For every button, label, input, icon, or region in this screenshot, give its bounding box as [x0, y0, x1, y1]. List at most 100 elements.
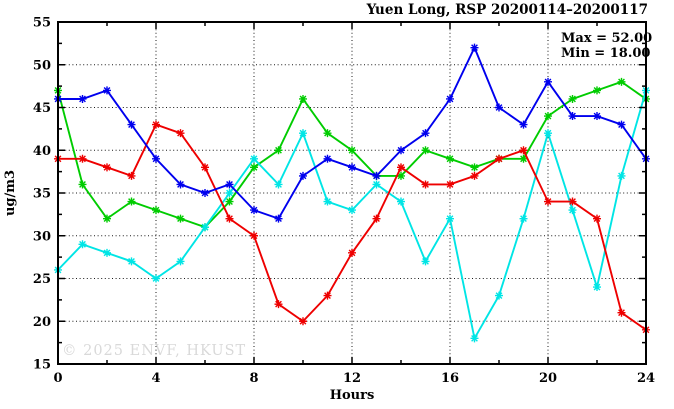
data-point-marker	[568, 206, 577, 215]
data-point-marker	[421, 180, 430, 189]
y-tick-label: 30	[33, 229, 51, 244]
data-point-marker	[544, 129, 552, 138]
series-blue-line-markers	[54, 43, 650, 223]
data-point-marker	[299, 317, 307, 326]
series-group	[54, 43, 650, 343]
data-point-marker	[446, 154, 454, 163]
data-point-marker	[225, 197, 234, 206]
series-green-line	[57, 80, 647, 229]
data-point-marker	[495, 154, 503, 163]
data-point-marker	[470, 171, 479, 180]
data-point-marker	[495, 291, 503, 300]
data-point-marker	[274, 146, 283, 155]
data-point-marker	[470, 334, 479, 343]
data-point-marker	[250, 231, 258, 240]
data-point-marker	[470, 163, 479, 172]
data-point-marker	[103, 163, 111, 172]
data-point-marker	[519, 120, 528, 129]
data-point-marker	[78, 94, 87, 103]
data-point-marker	[397, 163, 405, 172]
watermark: © 2025 ENVF, HKUST	[62, 343, 246, 359]
data-point-marker	[495, 103, 503, 112]
max-annotation: Max = 52.00	[561, 31, 652, 46]
data-point-marker	[470, 43, 479, 52]
data-point-marker	[397, 146, 405, 155]
data-point-marker	[421, 257, 430, 266]
data-point-marker	[299, 171, 307, 180]
data-point-marker	[225, 189, 234, 197]
data-point-marker	[127, 257, 136, 266]
data-point-marker	[103, 214, 111, 223]
y-tick-label: 50	[33, 58, 51, 73]
data-point-marker	[348, 248, 356, 257]
data-point-marker	[152, 274, 160, 283]
data-point-marker	[568, 197, 577, 206]
data-point-marker	[299, 129, 307, 138]
axis-tick-labels: 0 4 8 12 16 20 24 15 20 25 30 35 40 45 50 55	[33, 16, 655, 387]
data-point-marker	[348, 206, 356, 215]
axis-ticks	[57, 21, 647, 365]
data-point-marker	[176, 214, 185, 223]
data-point-marker	[176, 180, 185, 189]
data-point-marker	[78, 240, 87, 249]
y-tick-label: 55	[33, 16, 51, 31]
data-point-marker	[201, 163, 209, 172]
data-point-marker	[617, 308, 626, 317]
x-tick-label: 12	[343, 371, 361, 386]
data-point-marker	[78, 154, 87, 163]
data-point-marker	[274, 214, 283, 223]
y-tick-label: 15	[33, 358, 51, 373]
data-point-marker	[274, 180, 283, 189]
data-point-marker	[593, 86, 601, 95]
y-tick-label: 35	[33, 187, 51, 202]
data-point-marker	[446, 180, 454, 189]
data-point-marker	[519, 154, 528, 163]
data-point-marker	[544, 112, 552, 121]
data-point-marker	[348, 163, 356, 172]
data-point-marker	[593, 283, 601, 292]
data-point-marker	[348, 146, 356, 155]
data-point-marker	[372, 214, 381, 223]
series-red-line-markers	[54, 120, 650, 334]
data-point-marker	[250, 154, 258, 163]
data-point-marker	[274, 300, 283, 309]
data-point-marker	[225, 180, 234, 189]
data-point-marker	[103, 248, 111, 257]
data-point-marker	[593, 214, 601, 223]
data-point-marker	[176, 257, 185, 266]
data-point-marker	[372, 171, 381, 180]
data-point-marker	[544, 77, 552, 86]
data-point-marker	[617, 77, 626, 86]
data-point-marker	[127, 120, 136, 129]
gridlines	[58, 22, 646, 364]
data-point-marker	[568, 94, 577, 103]
data-point-marker	[127, 197, 136, 206]
x-tick-label: 16	[441, 371, 459, 386]
x-tick-label: 0	[53, 371, 62, 386]
data-point-marker	[152, 120, 160, 129]
y-tick-label: 40	[33, 144, 51, 159]
data-point-marker	[323, 154, 332, 163]
series-cyan-line	[57, 90, 647, 342]
x-tick-label: 4	[151, 371, 160, 386]
data-point-marker	[519, 146, 528, 155]
data-point-marker	[201, 223, 209, 232]
y-tick-label: 20	[33, 315, 51, 330]
data-point-marker	[323, 129, 332, 138]
data-point-marker	[127, 171, 136, 180]
data-point-marker	[103, 86, 111, 95]
data-point-marker	[152, 154, 160, 163]
data-point-marker	[176, 129, 185, 138]
y-axis-label: ug/m3	[3, 170, 18, 216]
data-point-marker	[421, 129, 430, 138]
data-point-marker	[446, 94, 454, 103]
data-point-marker	[617, 120, 626, 129]
data-point-marker	[372, 180, 381, 189]
x-axis-label: Hours	[330, 388, 375, 403]
y-tick-label: 45	[33, 101, 51, 116]
chart-title: Yuen Long, RSP 20200114–20200117	[366, 2, 648, 18]
data-point-marker	[152, 206, 160, 215]
data-point-marker	[593, 112, 601, 121]
